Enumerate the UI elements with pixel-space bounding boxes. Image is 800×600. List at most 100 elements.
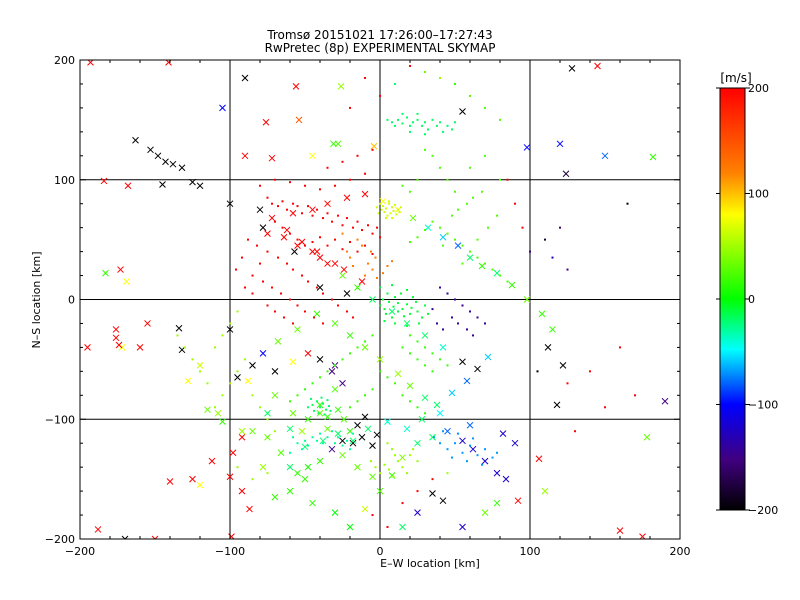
data-point-dot bbox=[406, 324, 408, 327]
data-point-x bbox=[339, 451, 346, 459]
data-point-dot bbox=[341, 444, 344, 447]
data-point-dot bbox=[382, 205, 384, 208]
data-point-x bbox=[553, 401, 561, 409]
data-point-dot bbox=[391, 121, 393, 124]
data-point-dot bbox=[266, 196, 269, 199]
plot-axes: −200 −100 0 100 200 −200 −100 0 100 200 bbox=[45, 54, 691, 558]
data-point-dot bbox=[191, 358, 194, 361]
data-point-dot bbox=[416, 236, 419, 239]
data-point-dot bbox=[307, 280, 309, 283]
data-point-x bbox=[294, 326, 301, 333]
data-point-x bbox=[147, 146, 154, 154]
data-point-x bbox=[373, 431, 381, 439]
data-point-x bbox=[399, 523, 406, 531]
data-point-dot bbox=[277, 256, 279, 259]
data-point-dot bbox=[352, 226, 354, 229]
data-point-dot bbox=[401, 394, 404, 397]
data-point-x bbox=[112, 334, 120, 342]
data-point-dot bbox=[410, 306, 413, 309]
data-point-dot bbox=[386, 118, 389, 121]
data-point-x bbox=[343, 290, 351, 297]
data-point-x bbox=[514, 497, 522, 505]
data-point-dot bbox=[431, 154, 434, 157]
data-point-dot bbox=[229, 322, 231, 325]
data-point-x bbox=[444, 427, 451, 435]
colorbar-tick-label: 200 bbox=[748, 82, 769, 95]
data-point-dot bbox=[289, 400, 291, 403]
data-point-x bbox=[616, 527, 624, 534]
data-point-dot bbox=[391, 217, 393, 220]
data-point-x bbox=[429, 433, 436, 441]
data-point-dot bbox=[331, 298, 333, 301]
data-point-x bbox=[132, 136, 139, 144]
data-point-dot bbox=[439, 286, 441, 289]
data-point-dot bbox=[484, 154, 486, 157]
data-point-x bbox=[238, 487, 246, 495]
data-point-x bbox=[144, 320, 151, 327]
data-point-x bbox=[123, 278, 130, 285]
data-point-dot bbox=[391, 206, 393, 209]
data-point-dot bbox=[356, 154, 359, 157]
data-point-x bbox=[234, 373, 241, 381]
data-point-dot bbox=[292, 436, 294, 439]
data-point-x bbox=[189, 178, 196, 186]
data-point-dot bbox=[481, 190, 483, 193]
data-point-dot bbox=[499, 118, 501, 121]
data-point-x bbox=[406, 382, 414, 390]
data-point-dot bbox=[266, 472, 269, 475]
data-point-dot bbox=[439, 121, 441, 124]
data-point-dot bbox=[412, 296, 414, 299]
data-point-dot bbox=[454, 82, 456, 85]
data-point-dot bbox=[401, 112, 404, 115]
data-point-x bbox=[289, 358, 297, 366]
data-point-dot bbox=[361, 244, 363, 247]
data-point-dot bbox=[439, 442, 441, 445]
data-point-x bbox=[349, 439, 357, 447]
data-point-x bbox=[459, 358, 466, 366]
data-point-dot bbox=[409, 454, 411, 457]
data-point-dot bbox=[461, 451, 464, 454]
data-point-dot bbox=[415, 300, 417, 303]
data-point-x bbox=[339, 437, 346, 445]
data-point-x bbox=[469, 445, 477, 453]
data-point-dot bbox=[371, 148, 374, 151]
x-tick-label: 200 bbox=[670, 545, 691, 558]
data-point-dot bbox=[320, 396, 323, 399]
data-point-x bbox=[196, 481, 204, 489]
plot-grid bbox=[80, 60, 680, 539]
data-point-x bbox=[459, 437, 466, 445]
data-point-dot bbox=[416, 490, 419, 493]
data-point-dot bbox=[322, 292, 324, 295]
data-point-dot bbox=[334, 184, 336, 187]
data-point-dot bbox=[322, 322, 324, 325]
data-point-x bbox=[421, 332, 429, 339]
data-point-x bbox=[594, 62, 601, 70]
data-point-dot bbox=[266, 304, 269, 307]
data-point-dot bbox=[589, 370, 591, 373]
data-point-dot bbox=[256, 244, 258, 247]
data-point-dot bbox=[311, 214, 314, 217]
data-point-x bbox=[376, 356, 384, 363]
data-point-dot bbox=[328, 405, 330, 408]
data-point-dot bbox=[289, 451, 291, 454]
data-point-dot bbox=[416, 340, 419, 343]
data-point-dot bbox=[394, 382, 396, 385]
data-point-dot bbox=[424, 148, 426, 151]
data-point-x bbox=[313, 310, 321, 318]
data-point-x bbox=[556, 140, 564, 148]
chart-subtitle: RwPretec (8p) EXPERIMENTAL SKYMAP bbox=[264, 41, 496, 55]
data-point-dot bbox=[313, 409, 315, 412]
data-point-dot bbox=[247, 238, 249, 241]
data-point-dot bbox=[416, 460, 419, 463]
data-point-x bbox=[301, 475, 309, 483]
data-point-dot bbox=[409, 130, 411, 133]
data-point-x bbox=[280, 233, 288, 241]
data-point-x bbox=[562, 170, 570, 178]
data-point-x bbox=[481, 509, 489, 517]
data-point-dot bbox=[481, 463, 483, 466]
data-point-dot bbox=[442, 430, 444, 433]
data-point-dot bbox=[311, 436, 314, 439]
data-point-dot bbox=[317, 412, 320, 415]
data-point-x bbox=[370, 142, 378, 150]
data-point-dot bbox=[326, 244, 329, 247]
